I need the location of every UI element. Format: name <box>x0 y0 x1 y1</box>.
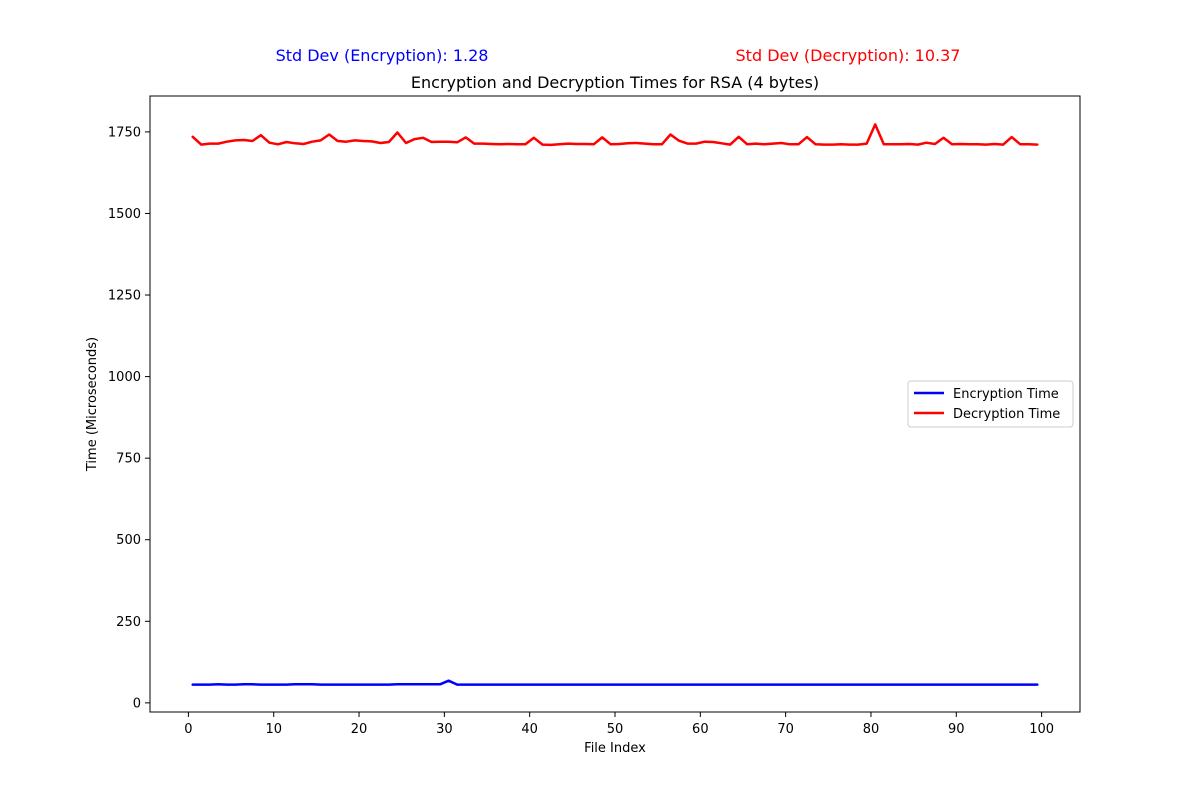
chart-title: Encryption and Decryption Times for RSA … <box>411 73 819 92</box>
x-tick-label: 50 <box>607 722 624 737</box>
x-tick-label: 90 <box>948 722 965 737</box>
y-tick-label: 0 <box>133 696 141 711</box>
x-tick-label: 60 <box>692 722 709 737</box>
x-tick-label: 40 <box>521 722 538 737</box>
x-tick-label: 10 <box>265 722 282 737</box>
y-tick-label: 750 <box>116 452 141 467</box>
x-axis-ticks: 0 10 20 30 40 50 60 70 80 90 100 <box>184 712 1054 737</box>
x-axis-label: File Index <box>584 741 646 756</box>
legend-decryption-label: Decryption Time <box>953 407 1060 422</box>
y-tick-label: 1250 <box>108 289 141 304</box>
y-tick-label: 1000 <box>108 370 141 385</box>
y-tick-label: 500 <box>116 533 141 548</box>
legend: Encryption Time Decryption Time <box>907 380 1074 428</box>
series-lines <box>191 123 1039 686</box>
legend-box <box>907 380 1074 428</box>
decryption-time-line <box>191 123 1039 147</box>
x-tick-label: 20 <box>351 722 368 737</box>
encryption-time-line <box>191 679 1039 686</box>
plot-area: 0 10 20 30 40 50 60 70 80 90 100 0 250 500 750 1000 125… <box>108 95 1081 737</box>
legend-encryption-label: Encryption Time <box>953 387 1059 402</box>
y-tick-label: 1500 <box>108 207 141 222</box>
std-dev-encryption-annotation: Std Dev (Encryption): 1.28 <box>276 46 489 65</box>
plot-frame <box>149 95 1081 713</box>
x-tick-label: 80 <box>863 722 880 737</box>
x-tick-label: 70 <box>777 722 794 737</box>
y-axis-label: Time (Microseconds) <box>85 337 100 472</box>
y-axis-ticks: 0 250 500 750 1000 1250 1500 1750 <box>108 125 150 711</box>
y-tick-label: 250 <box>116 615 141 630</box>
x-tick-label: 100 <box>1029 722 1054 737</box>
std-dev-decryption-annotation: Std Dev (Decryption): 10.37 <box>736 46 961 65</box>
x-tick-label: 0 <box>184 722 192 737</box>
y-tick-label: 1750 <box>108 125 141 140</box>
x-tick-label: 30 <box>436 722 453 737</box>
